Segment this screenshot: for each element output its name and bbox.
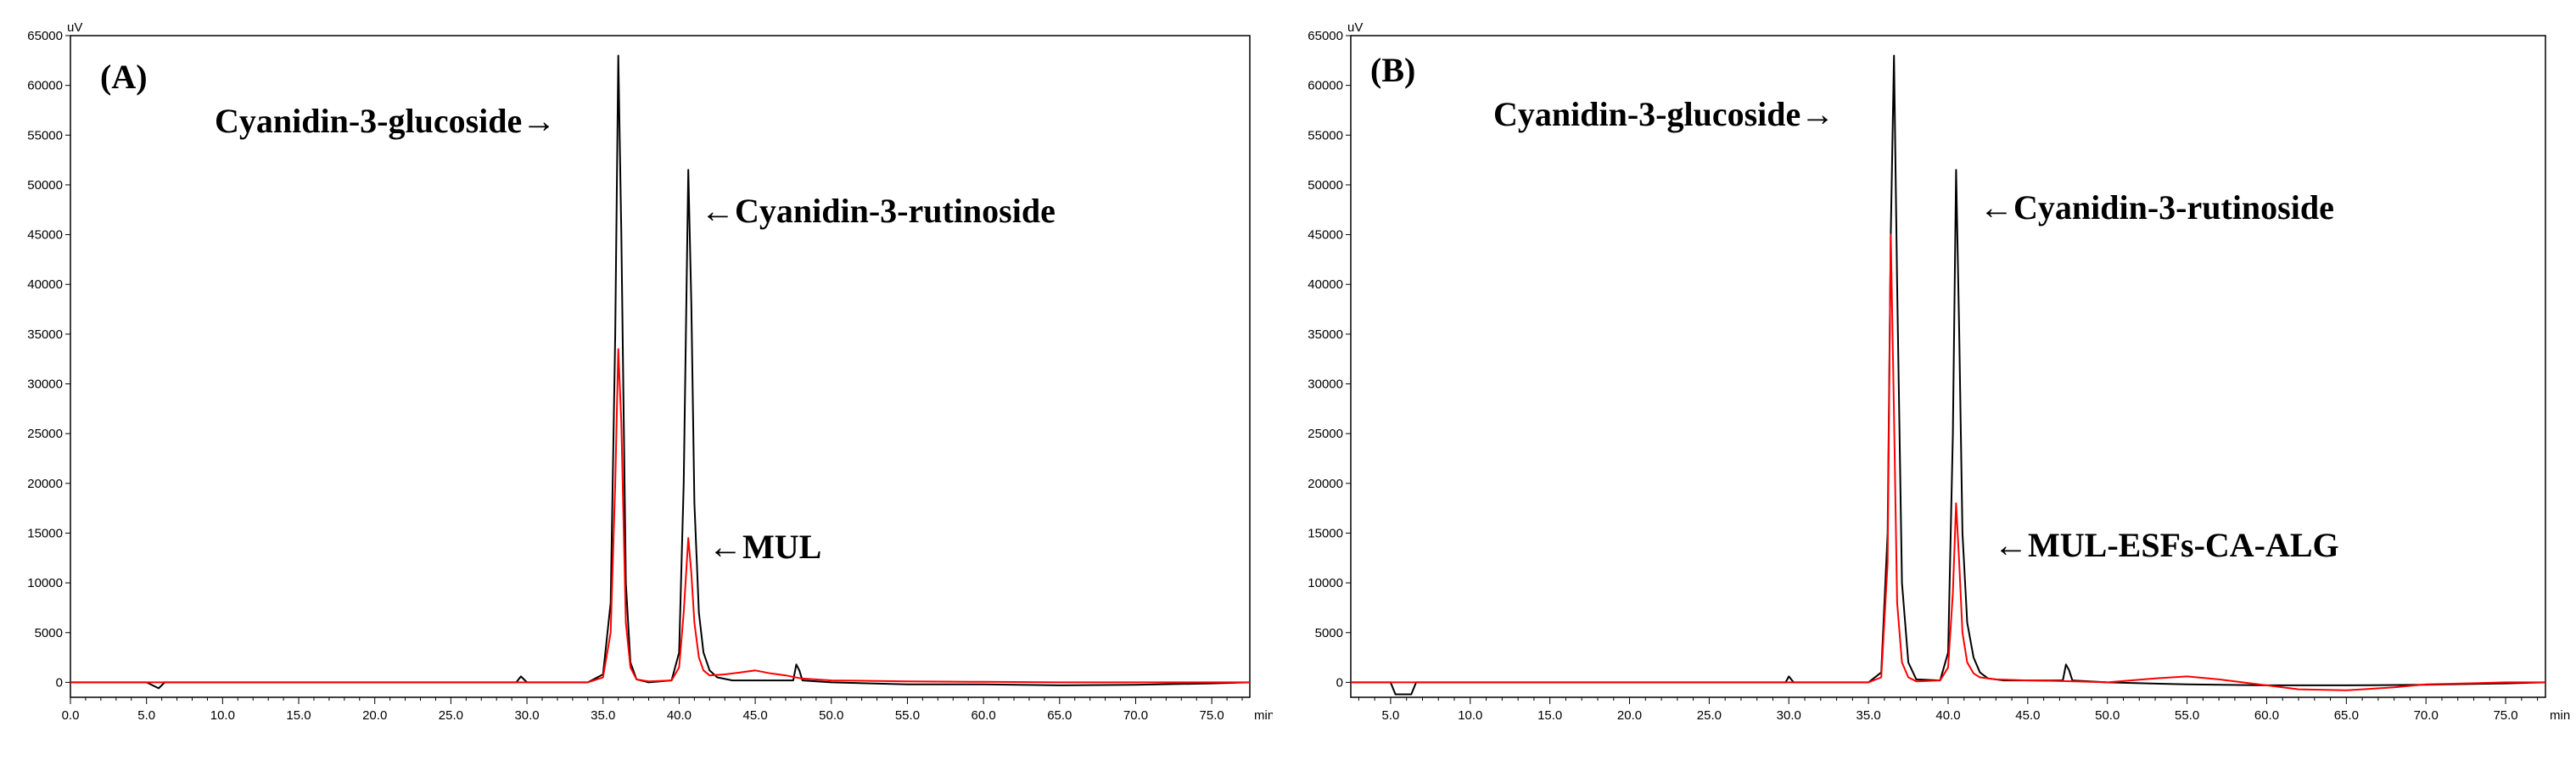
y-tick-label: 40000 (1308, 277, 1343, 292)
x-tick-label: 10.0 (1458, 708, 1482, 723)
x-tick-label: 5.0 (1382, 708, 1400, 723)
y-tick-label: 45000 (1308, 228, 1343, 243)
x-tick-label: 70.0 (1123, 708, 1148, 723)
y-tick-label: 5000 (35, 626, 63, 640)
y-tick-label: 20000 (27, 477, 63, 491)
x-tick-label: 70.0 (2414, 708, 2439, 723)
annotation-sample: ←MUL (708, 528, 821, 566)
y-tick-label: 15000 (1308, 526, 1343, 540)
x-tick-label: 20.0 (1617, 708, 1642, 723)
x-tick-label: 50.0 (819, 708, 843, 723)
series-line-black (1351, 54, 2546, 696)
annotation-rutinoside: ←Cyanidin-3-rutinoside (1980, 188, 2334, 226)
chart-b-svg: 0 5000 10000 15000 20000 25000 30000 35000 40000… (1308, 20, 2570, 723)
annotation-glucoside: Cyanidin-3-glucoside→ (1493, 95, 1834, 133)
x-unit-label: min (1254, 708, 1273, 723)
x-tick-label: 40.0 (1935, 708, 1960, 723)
annotation-glucoside: Cyanidin-3-glucoside→ (215, 102, 556, 140)
y-tick-label: 50000 (1308, 178, 1343, 193)
y-tick-label: 15000 (27, 526, 63, 540)
x-tick-label: 30.0 (514, 708, 539, 723)
x-tick-label: 55.0 (895, 708, 920, 723)
x-tick-label: 45.0 (742, 708, 767, 723)
y-unit-label: uV (67, 20, 82, 35)
series-line-black (70, 54, 1251, 690)
x-tick-label: 25.0 (1697, 708, 1722, 723)
panel-label: (B) (1370, 51, 1415, 89)
y-unit-label: uV (1347, 20, 1363, 35)
panel-label: (A) (100, 58, 148, 96)
y-tick-label: 35000 (1308, 327, 1343, 342)
x-tick-label: 25.0 (439, 708, 463, 723)
plot-frame (1350, 35, 2546, 698)
x-tick-label: 20.0 (362, 708, 387, 723)
x-tick-label: 35.0 (1856, 708, 1881, 723)
y-tick-label: 0 (56, 675, 63, 690)
x-unit-label: min (2550, 708, 2570, 723)
x-tick-label: 40.0 (667, 708, 692, 723)
y-tick-label: 50000 (27, 178, 63, 193)
x-tick-label: 65.0 (1047, 708, 1072, 723)
y-tick-label: 65000 (1308, 29, 1343, 43)
y-tick-label: 10000 (27, 576, 63, 590)
x-tick-label: 30.0 (1777, 708, 1801, 723)
y-tick-label: 55000 (27, 128, 63, 143)
y-tick-label: 30000 (1308, 377, 1343, 392)
y-tick-label: 60000 (27, 79, 63, 93)
series-line-red (70, 348, 1250, 684)
x-tick-label: 75.0 (2493, 708, 2517, 723)
y-tick-label: 45000 (27, 228, 63, 243)
y-tick-label: 35000 (27, 327, 63, 342)
chart-a-svg: 0 5000 10000 15000 20000 25000 30000 35000 40000… (27, 20, 1273, 723)
x-tick-label: 65.0 (2334, 708, 2359, 723)
x-tick-label: 5.0 (137, 708, 155, 723)
y-tick-label: 25000 (27, 427, 63, 441)
x-tick-label: 15.0 (1537, 708, 1562, 723)
x-tick-label: 60.0 (972, 708, 996, 723)
y-tick-label: 0 (1336, 675, 1343, 690)
x-tick-label: 45.0 (2015, 708, 2040, 723)
chromatogram-panel-b: 0 5000 10000 15000 20000 25000 30000 35000 40000… (1290, 0, 2576, 766)
y-tick-label: 60000 (1308, 79, 1343, 93)
y-tick-label: 20000 (1308, 477, 1343, 491)
x-tick-label: 15.0 (286, 708, 311, 723)
y-tick-label: 65000 (27, 29, 63, 43)
plot-frame (70, 35, 1251, 698)
x-tick-label: 10.0 (210, 708, 235, 723)
y-tick-label: 10000 (1308, 576, 1343, 590)
x-tick-label: 0.0 (62, 708, 80, 723)
x-tick-label: 50.0 (2095, 708, 2120, 723)
y-tick-label: 30000 (27, 377, 63, 392)
y-tick-label: 40000 (27, 277, 63, 292)
y-tick-label: 55000 (1308, 128, 1343, 143)
x-tick-label: 75.0 (1200, 708, 1224, 723)
x-tick-label: 35.0 (591, 708, 615, 723)
x-tick-label: 60.0 (2254, 708, 2279, 723)
chromatogram-panel-a: 0 5000 10000 15000 20000 25000 30000 35000 40000… (0, 0, 1273, 766)
y-tick-label: 5000 (1315, 626, 1343, 640)
x-tick-label: 55.0 (2175, 708, 2199, 723)
series-line-red (1351, 233, 2545, 691)
y-tick-label: 25000 (1308, 427, 1343, 441)
annotation-rutinoside: ←Cyanidin-3-rutinoside (701, 192, 1056, 230)
annotation-sample: ←MUL-ESFs-CA-ALG (1994, 526, 2339, 564)
